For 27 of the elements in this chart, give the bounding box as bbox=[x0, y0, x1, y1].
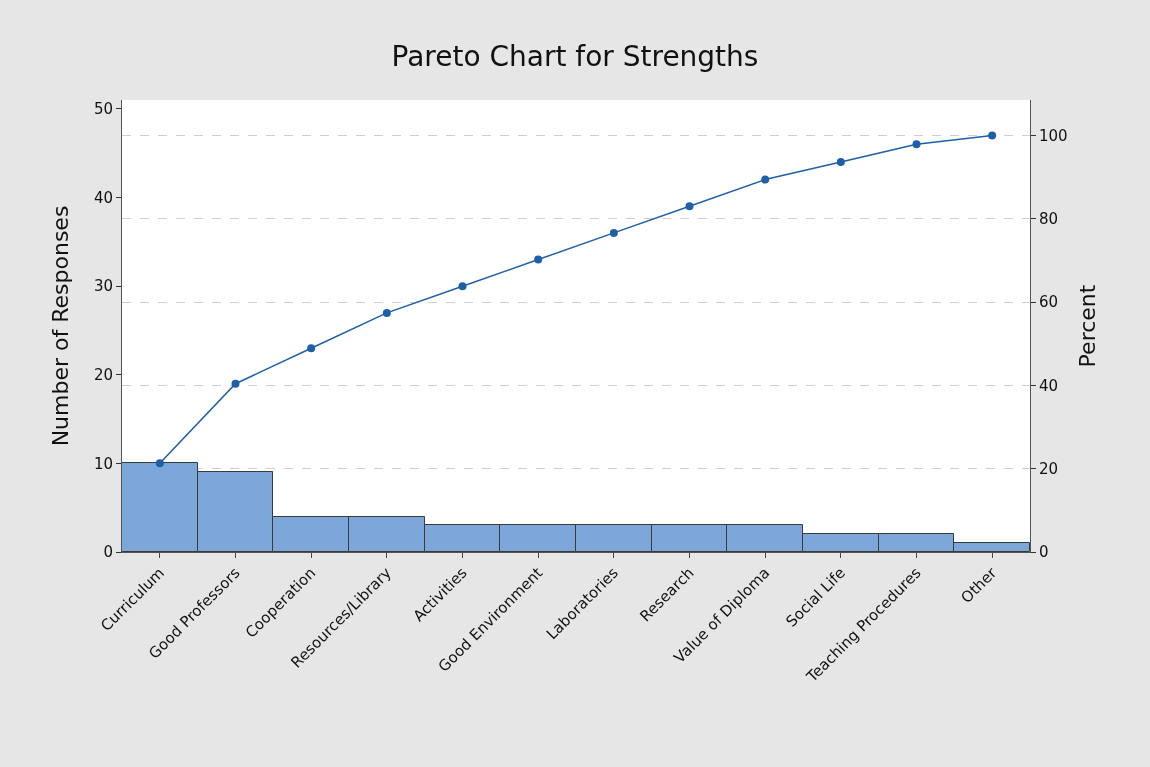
point bbox=[609, 228, 618, 237]
y-tick-label: 30 bbox=[93, 277, 113, 296]
point bbox=[307, 344, 316, 353]
y2-tick-label: 100 bbox=[1039, 126, 1068, 145]
point bbox=[912, 140, 921, 149]
point bbox=[458, 282, 467, 291]
y-axis-title: Number of Responses bbox=[48, 205, 73, 447]
y2-tick-label: 40 bbox=[1039, 376, 1059, 395]
y2-tick-label: 60 bbox=[1039, 293, 1059, 312]
point bbox=[761, 175, 770, 184]
point bbox=[836, 158, 845, 167]
point bbox=[155, 459, 164, 468]
point bbox=[382, 308, 391, 317]
y-tick-label: 10 bbox=[93, 454, 113, 473]
y2-tick-label: 0 bbox=[1039, 543, 1049, 562]
y2-tick-label: 80 bbox=[1039, 209, 1059, 228]
point bbox=[685, 202, 694, 211]
point bbox=[231, 379, 240, 388]
y2-axis-title: Percent bbox=[1075, 284, 1100, 368]
y-tick-label: 20 bbox=[93, 366, 113, 384]
point bbox=[534, 255, 543, 264]
y-tick-label: 0 bbox=[103, 543, 113, 562]
chart-title: Pareto Chart for Strengths bbox=[391, 39, 759, 73]
point bbox=[988, 131, 997, 140]
y-tick-label: 50 bbox=[93, 100, 113, 119]
y-tick-label: 40 bbox=[93, 188, 113, 207]
y2-tick-label: 20 bbox=[1039, 459, 1059, 478]
